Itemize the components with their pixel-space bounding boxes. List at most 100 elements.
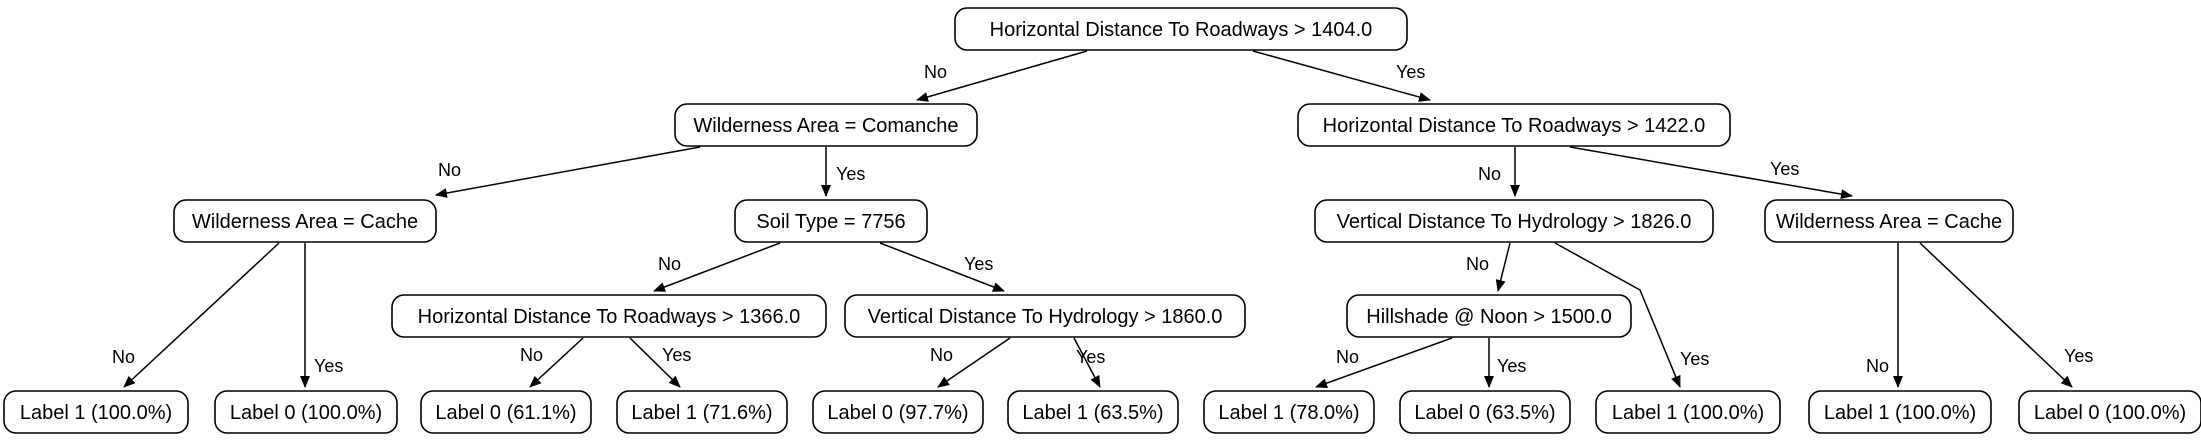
edge-arrow-n1-n3 <box>1252 50 1431 102</box>
edge-label-n2-n5: Yes <box>836 164 865 184</box>
leaf-node-l3: Label 0 (61.1%) <box>420 390 592 434</box>
node-label: Label 0 (97.7%) <box>827 402 968 424</box>
edge-arrow-n8-l3 <box>529 337 584 388</box>
node-box <box>1399 390 1571 434</box>
edge-arrow-n5-n8 <box>653 242 781 292</box>
edge-arrow-n6-n10 <box>1495 242 1511 292</box>
edge-arrow-n1-n2 <box>916 50 1088 102</box>
node-box <box>214 390 398 434</box>
edge-label-n3-n7: Yes <box>1770 159 1799 179</box>
leaf-node-l8: Label 0 (63.5%) <box>1399 390 1571 434</box>
node-box <box>812 390 984 434</box>
edge-arrow-n10-l7 <box>1315 337 1453 388</box>
edge-label-n10-l8: Yes <box>1497 356 1526 376</box>
node-box <box>844 294 1246 338</box>
leaf-node-l5: Label 0 (97.7%) <box>812 390 984 434</box>
edge-arrow-n2-n4 <box>435 146 701 198</box>
node-label: Label 1 (100.0%) <box>20 402 172 424</box>
leaf-node-l4: Label 1 (71.6%) <box>616 390 788 434</box>
edge-arrow-n7-l11 <box>1919 242 2073 388</box>
node-box <box>1297 103 1731 147</box>
node-box <box>1007 390 1179 434</box>
decision-node-n6: Vertical Distance To Hydrology > 1826.0 <box>1314 199 1714 243</box>
decision-node-n10: Hillshade @ Noon > 1500.0 <box>1346 294 1632 338</box>
node-box <box>3 390 189 434</box>
edge-arrow-n5-n9 <box>879 242 1005 292</box>
leaf-node-l6: Label 1 (63.5%) <box>1007 390 1179 434</box>
node-box <box>1764 199 2014 243</box>
decision-node-n4: Wilderness Area = Cache <box>173 199 437 243</box>
node-label: Horizontal Distance To Roadways > 1366.0 <box>418 306 801 328</box>
node-label: Label 1 (71.6%) <box>631 402 772 424</box>
edge-label-n8-l3: No <box>520 345 543 365</box>
node-box <box>954 7 1408 51</box>
edge-label-n5-n9: Yes <box>964 254 993 274</box>
node-box <box>1203 390 1375 434</box>
edge-arrow-n9-l6 <box>1073 337 1101 388</box>
decision-node-n9: Vertical Distance To Hydrology > 1860.0 <box>844 294 1246 338</box>
leaf-node-l2: Label 0 (100.0%) <box>214 390 398 434</box>
leaf-node-l10: Label 1 (100.0%) <box>1808 390 1992 434</box>
edge-label-n3-n6: No <box>1478 164 1501 184</box>
leaf-node-l1: Label 1 (100.0%) <box>3 390 189 434</box>
leaf-node-l7: Label 1 (78.0%) <box>1203 390 1375 434</box>
node-box <box>391 294 827 338</box>
edge-arrow-n6-l9 <box>1554 242 1681 388</box>
decision-node-n5: Soil Type = 7756 <box>734 199 928 243</box>
node-box <box>616 390 788 434</box>
node-box <box>1808 390 1992 434</box>
node-box <box>1595 390 1781 434</box>
edge-label-n7-l10: No <box>1866 356 1889 376</box>
edge-arrow-n4-l1 <box>123 242 280 388</box>
node-label: Wilderness Area = Cache <box>192 211 418 233</box>
node-label: Label 1 (100.0%) <box>1824 402 1976 424</box>
leaf-node-l11: Label 0 (100.0%) <box>2018 390 2201 434</box>
node-label: Label 0 (61.1%) <box>435 402 576 424</box>
edge-label-n5-n8: No <box>658 254 681 274</box>
edge-label-n9-l5: No <box>930 345 953 365</box>
node-label: Vertical Distance To Hydrology > 1860.0 <box>868 306 1223 328</box>
edge-label-n6-n10: No <box>1466 254 1489 274</box>
node-box <box>2018 390 2201 434</box>
node-box <box>1314 199 1714 243</box>
edge-label-n4-l2: Yes <box>314 356 343 376</box>
node-label: Label 0 (63.5%) <box>1414 402 1555 424</box>
node-label: Vertical Distance To Hydrology > 1826.0 <box>1337 211 1692 233</box>
edge-label-n1-n3: Yes <box>1396 62 1425 82</box>
node-label: Wilderness Area = Comanche <box>693 115 958 137</box>
leaf-node-l9: Label 1 (100.0%) <box>1595 390 1781 434</box>
edge-label-n10-l7: No <box>1336 347 1359 367</box>
node-label: Label 1 (100.0%) <box>1612 402 1764 424</box>
node-label: Soil Type = 7756 <box>756 211 905 233</box>
node-label: Label 0 (100.0%) <box>2034 402 2186 424</box>
node-label: Horizontal Distance To Roadways > 1404.0 <box>990 19 1373 41</box>
node-label: Label 1 (63.5%) <box>1022 402 1163 424</box>
node-label: Wilderness Area = Cache <box>1776 211 2002 233</box>
edge-label-n6-l9: Yes <box>1680 349 1709 369</box>
edge-arrow-n3-n7 <box>1569 146 1853 200</box>
edge-label-n7-l11: Yes <box>2064 346 2093 366</box>
decision-node-n1: Horizontal Distance To Roadways > 1404.0 <box>954 7 1408 51</box>
node-box <box>1346 294 1632 338</box>
node-label: Label 1 (78.0%) <box>1218 402 1359 424</box>
node-box <box>173 199 437 243</box>
node-box <box>674 103 978 147</box>
edge-arrow-n9-l5 <box>937 337 1011 388</box>
edge-label-n1-n2: No <box>924 62 947 82</box>
node-label: Hillshade @ Noon > 1500.0 <box>1366 306 1611 328</box>
decision-node-n7: Wilderness Area = Cache <box>1764 199 2014 243</box>
edge-arrow-n8-l4 <box>629 337 681 388</box>
edge-label-n9-l6: Yes <box>1076 347 1105 367</box>
decision-node-n3: Horizontal Distance To Roadways > 1422.0 <box>1297 103 1731 147</box>
decision-node-n2: Wilderness Area = Comanche <box>674 103 978 147</box>
node-box <box>734 199 928 243</box>
nodes-layer: Horizontal Distance To Roadways > 1404.0… <box>3 7 2201 434</box>
edges-layer: No Yes No Yes No Yes No Yes No Yes No Yes No Yes No Yes… <box>112 50 2093 388</box>
node-box <box>420 390 592 434</box>
node-label: Horizontal Distance To Roadways > 1422.0 <box>1323 115 1706 137</box>
node-label: Label 0 (100.0%) <box>230 402 382 424</box>
edge-label-n2-n4: No <box>438 160 461 180</box>
decision-node-n8: Horizontal Distance To Roadways > 1366.0 <box>391 294 827 338</box>
edge-label-n4-l1: No <box>112 347 135 367</box>
